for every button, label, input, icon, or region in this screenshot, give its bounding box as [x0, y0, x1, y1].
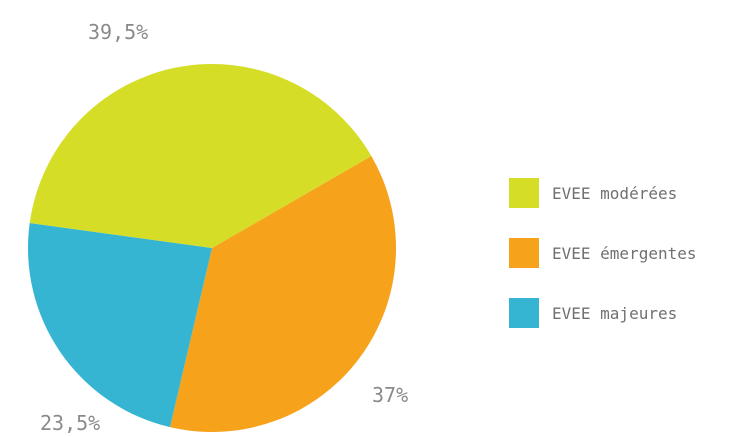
legend-label-modérées: EVEE modérées	[552, 183, 678, 203]
data-label-majeures: 23,5%	[40, 411, 100, 435]
legend-swatch-majeures	[509, 298, 539, 328]
data-label-modérées: 39,5%	[88, 20, 148, 44]
legend: EVEE modérées EVEE émergentes EVEE majeu…	[509, 178, 734, 358]
pie-slice-evee-majeures	[27, 223, 212, 428]
data-label-émergentes: 37%	[372, 383, 408, 407]
legend-swatch-émergentes	[509, 238, 539, 268]
legend-label-émergentes: EVEE émergentes	[552, 243, 697, 263]
pie-slice-evee-émergentes	[169, 156, 397, 433]
pie-slice-evee-modérées	[29, 63, 372, 249]
legend-item-modérées: EVEE modérées	[509, 178, 734, 208]
legend-label-majeures: EVEE majeures	[552, 303, 678, 323]
legend-item-majeures: EVEE majeures	[509, 298, 734, 328]
legend-item-émergentes: EVEE émergentes	[509, 238, 734, 268]
legend-swatch-modérées	[509, 178, 539, 208]
